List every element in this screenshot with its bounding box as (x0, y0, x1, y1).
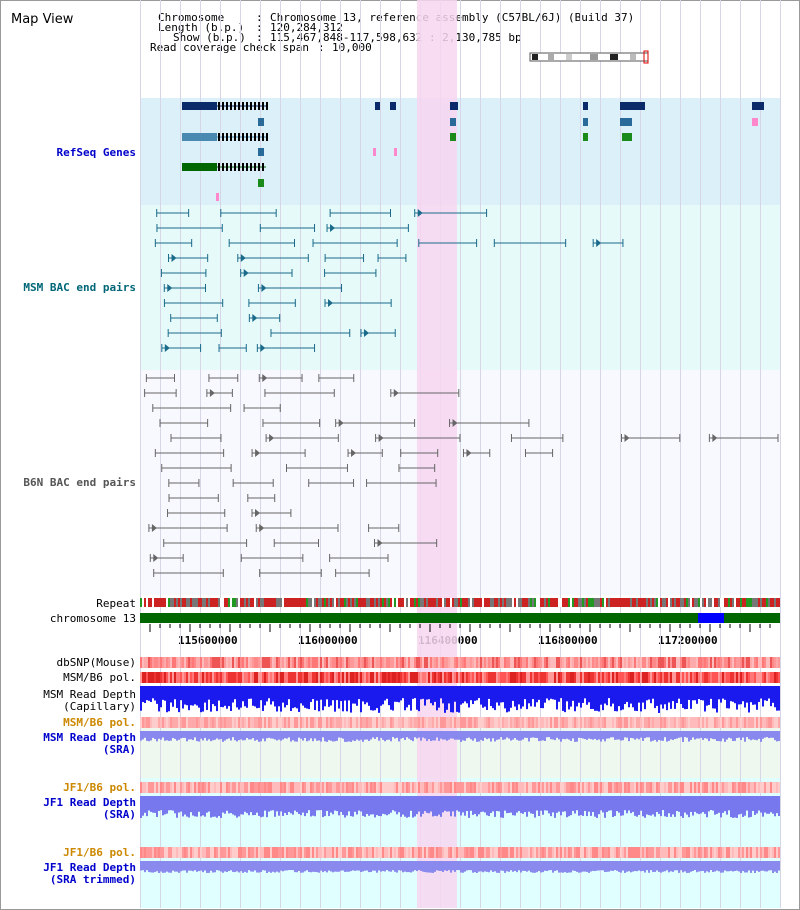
track-label-jf1-read-depth-trim-sub: (SRA trimmed) (49, 873, 136, 886)
separator: : (318, 41, 325, 54)
coverage-value: 10,000 (332, 41, 372, 54)
track-label-jf1-read-depth-trim[interactable]: JF1 Read Depth (43, 861, 136, 874)
coverage-label: Read coverage check span (150, 41, 309, 54)
separator: : (256, 31, 263, 44)
show-label: Show (b.p.) (173, 31, 246, 44)
axis-tick-label: 117200000 (658, 634, 718, 647)
separator: : (256, 21, 263, 34)
chromosome-label: Chromosome (158, 11, 225, 24)
track-label-msm-read-depth-sra[interactable]: MSM Read Depth (43, 731, 136, 744)
map-view-title: Map View (11, 12, 74, 27)
track-label-msm-b6-pol-sra[interactable]: MSM/B6 pol. (63, 716, 136, 729)
track-label-jf1-b6-pol-trim[interactable]: JF1/B6 pol. (63, 846, 136, 859)
chromosome-value: Chromosome 13, reference assembly (C57BL… (270, 11, 635, 24)
track-label-msm-b6-pol[interactable]: MSM/B6 pol. (63, 671, 136, 684)
track-label-msm-bac[interactable]: MSM BAC end pairs (23, 281, 136, 294)
track-label-msm-read-depth[interactable]: MSM Read Depth (43, 688, 136, 701)
track-label-dbsnp[interactable]: dbSNP(Mouse) (56, 656, 136, 669)
track-label-msm-read-depth-sub: (Capillary) (63, 700, 136, 713)
track-label-refseq[interactable]: RefSeq Genes (56, 146, 136, 159)
length-label: Length (b.p.) (158, 21, 245, 34)
track-label-chromosome: chromosome 13 (49, 612, 136, 625)
axis-tick-label: 116400000 (418, 634, 478, 647)
axis-tick-label: 116800000 (538, 634, 598, 647)
track-label-jf1-read-depth-sub: (SRA) (102, 808, 136, 821)
track-label-repeat[interactable]: Repeat (96, 597, 136, 610)
track-label-jf1-read-depth[interactable]: JF1 Read Depth (43, 796, 136, 809)
track-label-jf1-b6-pol[interactable]: JF1/B6 pol. (63, 781, 136, 794)
track-label-msm-read-depth-sra-sub: (SRA) (102, 743, 136, 756)
length-value: 120,284,312 (270, 21, 343, 34)
separator: : (256, 11, 263, 24)
axis-tick-label: 115600000 (178, 634, 238, 647)
axis-tick-label: 116000000 (298, 634, 358, 647)
track-label-b6n-bac[interactable]: B6N BAC end pairs (23, 476, 136, 489)
